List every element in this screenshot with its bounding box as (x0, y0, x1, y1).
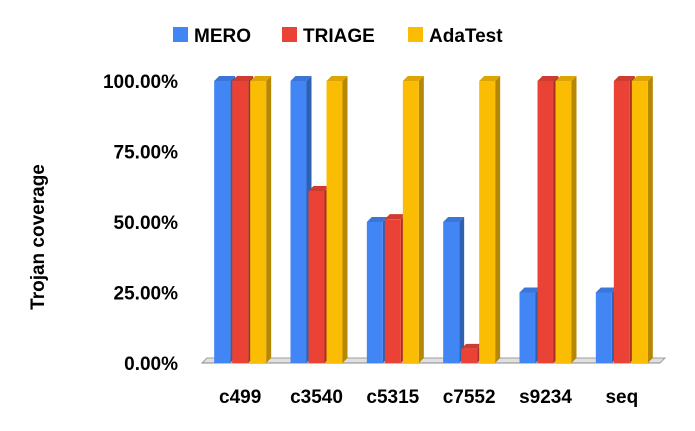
bar-front (537, 81, 554, 363)
bar-side (571, 76, 577, 363)
bar-front (631, 81, 648, 363)
bar (290, 76, 312, 363)
bar (479, 76, 501, 363)
bar-top (232, 76, 254, 81)
x-tick-label: c3540 (290, 387, 343, 408)
bar-top (366, 217, 388, 222)
bar-top (479, 76, 501, 81)
bar (613, 76, 635, 363)
y-tick-label: 0.00% (124, 354, 178, 375)
bar-front (214, 81, 231, 363)
bar-top (250, 76, 272, 81)
bar-side (266, 76, 272, 363)
floor-plane (200, 357, 667, 364)
x-tick-label: c7552 (443, 387, 496, 408)
bar-top (555, 76, 577, 81)
y-tick-label: 50.00% (114, 213, 179, 234)
bar-front (519, 292, 536, 363)
legend-swatch (282, 27, 297, 42)
bar-front (613, 81, 630, 363)
bar-top (443, 217, 465, 222)
x-tick-label: seq (605, 387, 638, 408)
x-tick-label: c499 (219, 387, 261, 408)
bar-front (595, 292, 612, 363)
x-tick-label: s9234 (519, 387, 572, 408)
legend-item: TRIAGE (282, 26, 375, 47)
bar-front (479, 81, 496, 363)
bar (555, 76, 577, 363)
bar-top (519, 287, 541, 293)
bar (631, 76, 653, 363)
legend-swatch (408, 27, 423, 42)
bar-side (459, 217, 465, 363)
bar-top (326, 76, 348, 81)
bar-side (418, 76, 424, 363)
bar (519, 287, 541, 363)
bar (595, 287, 617, 363)
bar-top (537, 76, 559, 81)
x-tick-label: c5315 (366, 387, 419, 408)
bar (384, 214, 406, 363)
bar-front (232, 81, 249, 363)
legend-item: AdaTest (408, 26, 503, 47)
bar (537, 76, 559, 363)
bar (402, 76, 424, 363)
bar-top (595, 287, 617, 293)
legend-item: MERO (173, 26, 251, 47)
bar-side (647, 76, 653, 363)
y-tick-label: 25.00% (114, 284, 179, 305)
y-axis-ticks: 0.00% 25.00% 50.00% 75.00% 100.00% (103, 72, 178, 375)
bar (326, 76, 348, 363)
bar-side (342, 76, 348, 363)
legend-label: AdaTest (429, 26, 503, 47)
bar-front (366, 222, 383, 363)
y-tick-label: 100.00% (103, 72, 178, 93)
chart-floor (200, 357, 667, 364)
bar-front (402, 81, 419, 363)
bar-front (461, 348, 478, 363)
bar-top (461, 343, 483, 349)
bar-side (495, 76, 501, 363)
bar (366, 217, 388, 363)
y-tick-label: 75.00% (114, 143, 179, 164)
bar-front (326, 81, 343, 363)
bar-front (250, 81, 267, 363)
x-axis-labels: c499 c3540 c5315 c7552 s9234 seq (219, 387, 638, 408)
bar-top (631, 76, 653, 81)
bar-top (384, 214, 406, 220)
bar-front (443, 222, 460, 363)
bar-front (308, 190, 325, 363)
bar (250, 76, 272, 363)
legend-swatch (173, 27, 188, 42)
y-axis-title: Trojan coverage (28, 164, 49, 310)
bar-front (384, 219, 401, 363)
bar (308, 185, 330, 363)
bar-top (214, 76, 236, 81)
bar (443, 217, 465, 363)
legend-label: MERO (194, 26, 251, 47)
bar-top (290, 76, 312, 81)
bar-front (555, 81, 572, 363)
bar-top (402, 76, 424, 81)
bar-front (290, 81, 307, 363)
bar (232, 76, 254, 363)
bar-top (308, 185, 330, 191)
legend-label: TRIAGE (303, 26, 375, 47)
legend: MERO TRIAGE AdaTest (173, 26, 503, 47)
bars (214, 76, 653, 363)
bar (461, 343, 483, 363)
bar (214, 76, 236, 363)
bar-top (613, 76, 635, 81)
